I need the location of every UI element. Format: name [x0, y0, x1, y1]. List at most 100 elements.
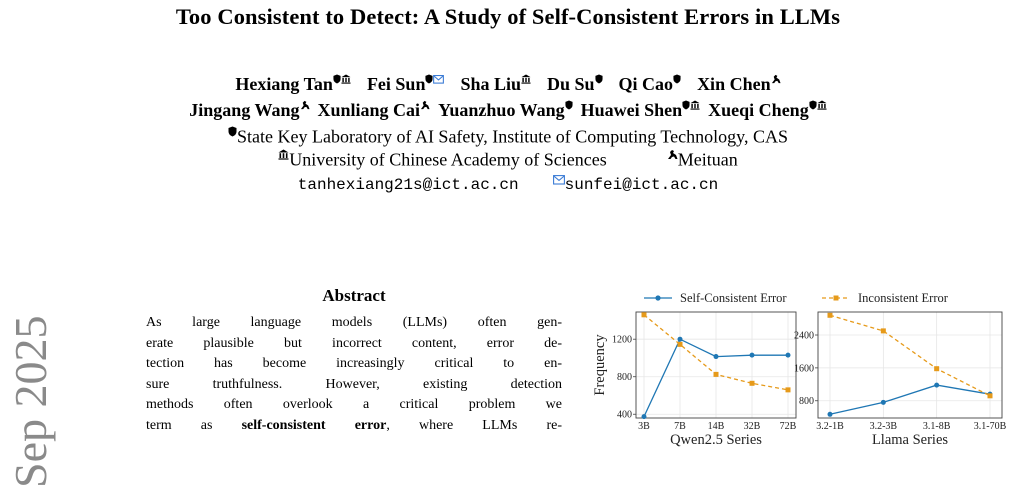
y-tick-label: 400	[617, 410, 632, 421]
arxiv-side-stamp: Sep 2025	[5, 315, 56, 488]
data-point-inconsistent-error	[641, 312, 647, 318]
x-axis-label: Qwen2.5 Series	[670, 432, 762, 448]
legend-label-self-consistent: Self-Consistent Error	[680, 291, 787, 305]
y-tick-label: 2400	[794, 331, 814, 342]
data-point-inconsistent-error	[677, 341, 683, 347]
data-point-self-consistent-error	[934, 382, 940, 388]
x-tick-label: 3.2-1B	[816, 421, 844, 432]
x-axis-label: Llama Series	[872, 432, 948, 448]
author-name: Jingang Wang	[189, 100, 310, 121]
author-name-text: Sha Liu	[460, 74, 522, 95]
author-name: Xueqi Cheng	[708, 100, 827, 121]
affiliation-meituan: Meituan	[677, 149, 738, 170]
author-name-text: Huawei Shen	[580, 100, 683, 121]
paper-title: Too Consistent to Detect: A Study of Sel…	[175, 4, 841, 29]
y-axis-label: Frequency	[592, 334, 608, 396]
error-frequency-figure: Self-Consistent Error Inconsistent Error 4…	[592, 291, 1007, 448]
building-icon	[341, 74, 351, 84]
data-point-self-consistent-error	[677, 336, 683, 342]
author-name-text: Fei Sun	[366, 74, 426, 95]
author-name: Huawei Shen	[581, 100, 701, 121]
legend-marker-self-consistent	[655, 295, 661, 301]
author-name: Du Su	[547, 74, 603, 95]
x-tick-label: 72B	[780, 421, 797, 432]
data-point-self-consistent-error	[641, 414, 647, 420]
y-tick-label: 1600	[794, 363, 814, 374]
affiliation-line-1: State Key Laboratory of AI Safety, Insti…	[0, 126, 1016, 148]
affiliation-ict: State Key Laboratory of AI Safety, Insti…	[237, 126, 788, 147]
data-point-inconsistent-error	[880, 328, 886, 334]
x-tick-label: 3.2-3B	[870, 421, 898, 432]
data-point-inconsistent-error	[713, 371, 719, 377]
building-icon	[278, 149, 289, 160]
shield-icon	[673, 74, 681, 84]
author-list-line-1: Hexiang Tan Fei Sun Sha Liu Du Su Qi Cao Xin …	[0, 74, 1016, 95]
author-emails: tanhexiang21s@ict.ac.cn sunfei@ict.ac.cn	[0, 175, 1016, 194]
series-line-self-consistent-error	[829, 384, 991, 415]
abstract-text-segment: , where LLMs re-	[386, 417, 562, 433]
author-list-line-2: Jingang Wang Xunliang Cai Yuanzhuo Wang Hua…	[0, 100, 1016, 121]
shield-icon	[425, 74, 434, 84]
building-icon	[690, 100, 700, 110]
plot-frame	[635, 311, 797, 419]
building-icon	[521, 74, 531, 84]
x-tick-label: 3.1-8B	[923, 421, 951, 432]
abstract-line: sure truthfulness. However, existing det…	[146, 376, 562, 392]
abstract-line: term as self-consistent error, where LLM…	[146, 416, 562, 437]
kangaroo-icon	[420, 100, 430, 110]
affiliation-line-2: University of Chinese Academy of Science…	[0, 149, 1016, 171]
author-name: Sha Liu	[460, 74, 531, 95]
x-tick-label: 32B	[744, 421, 761, 432]
email-first-author[interactable]: tanhexiang21s@ict.ac.cn	[297, 176, 519, 194]
shield-icon	[594, 74, 603, 84]
y-tick-label: 800	[617, 372, 632, 383]
mail-icon	[552, 175, 565, 194]
author-name-text: Hexiang Tan	[235, 74, 333, 95]
author-name-text: Du Su	[547, 74, 595, 95]
shield-icon	[565, 100, 573, 110]
author-name-text: Xunliang Cai	[317, 100, 421, 121]
x-tick-label: 3B	[638, 421, 650, 432]
shield-icon	[682, 100, 690, 110]
author-name: Hexiang Tan	[235, 74, 351, 95]
abstract-heading: Abstract	[322, 286, 386, 305]
legend-marker-inconsistent	[833, 295, 839, 301]
data-point-self-consistent-error	[785, 352, 791, 358]
data-point-inconsistent-error	[934, 366, 940, 372]
data-point-self-consistent-error	[713, 354, 719, 360]
affiliation-ucas: University of Chinese Academy of Science…	[289, 149, 607, 170]
x-tick-label: 3.1-70B	[974, 421, 1007, 432]
data-point-self-consistent-error	[827, 411, 833, 417]
data-point-inconsistent-error	[749, 380, 755, 386]
author-name: Fei Sun	[367, 74, 445, 95]
author-name-text: Xin Chen	[697, 74, 771, 95]
y-tick-label: 800	[799, 396, 814, 407]
kangaroo-icon	[300, 100, 310, 110]
abstract-text: As large language models (LLMs) often ge…	[146, 313, 562, 437]
key-term-self-consistent-error: self-consistent error	[241, 417, 387, 433]
kangaroo-icon	[667, 149, 678, 160]
data-point-inconsistent-error	[785, 387, 791, 393]
author-name-text: Yuanzhuo Wang	[438, 100, 565, 121]
author-name-text: Qi Cao	[618, 74, 674, 95]
email-corresponding-author[interactable]: sunfei@ict.ac.cn	[564, 176, 719, 194]
abstract-line: tection has become increasingly critical…	[146, 356, 562, 372]
author-name-text: Jingang Wang	[189, 100, 300, 121]
author-name: Qi Cao	[619, 74, 682, 95]
plot-frame	[817, 311, 1003, 419]
author-name: Yuanzhuo Wang	[438, 100, 573, 121]
series-line-inconsistent-error	[829, 314, 991, 397]
shield-icon	[333, 74, 341, 84]
x-tick-label: 14B	[708, 421, 725, 432]
data-point-inconsistent-error	[827, 312, 833, 318]
shield-icon	[228, 126, 237, 137]
kangaroo-icon	[771, 74, 781, 84]
author-name: Xin Chen	[697, 74, 781, 95]
shield-icon	[809, 100, 817, 110]
abstract-line: erate plausible but incorrect content, e…	[146, 335, 562, 351]
abstract-text-segment: term as	[146, 417, 242, 433]
x-tick-label: 7B	[674, 421, 686, 432]
data-point-self-consistent-error	[880, 399, 886, 405]
author-name-text: Xueqi Cheng	[708, 100, 809, 121]
abstract-line: As large language models (LLMs) often ge…	[146, 315, 562, 330]
